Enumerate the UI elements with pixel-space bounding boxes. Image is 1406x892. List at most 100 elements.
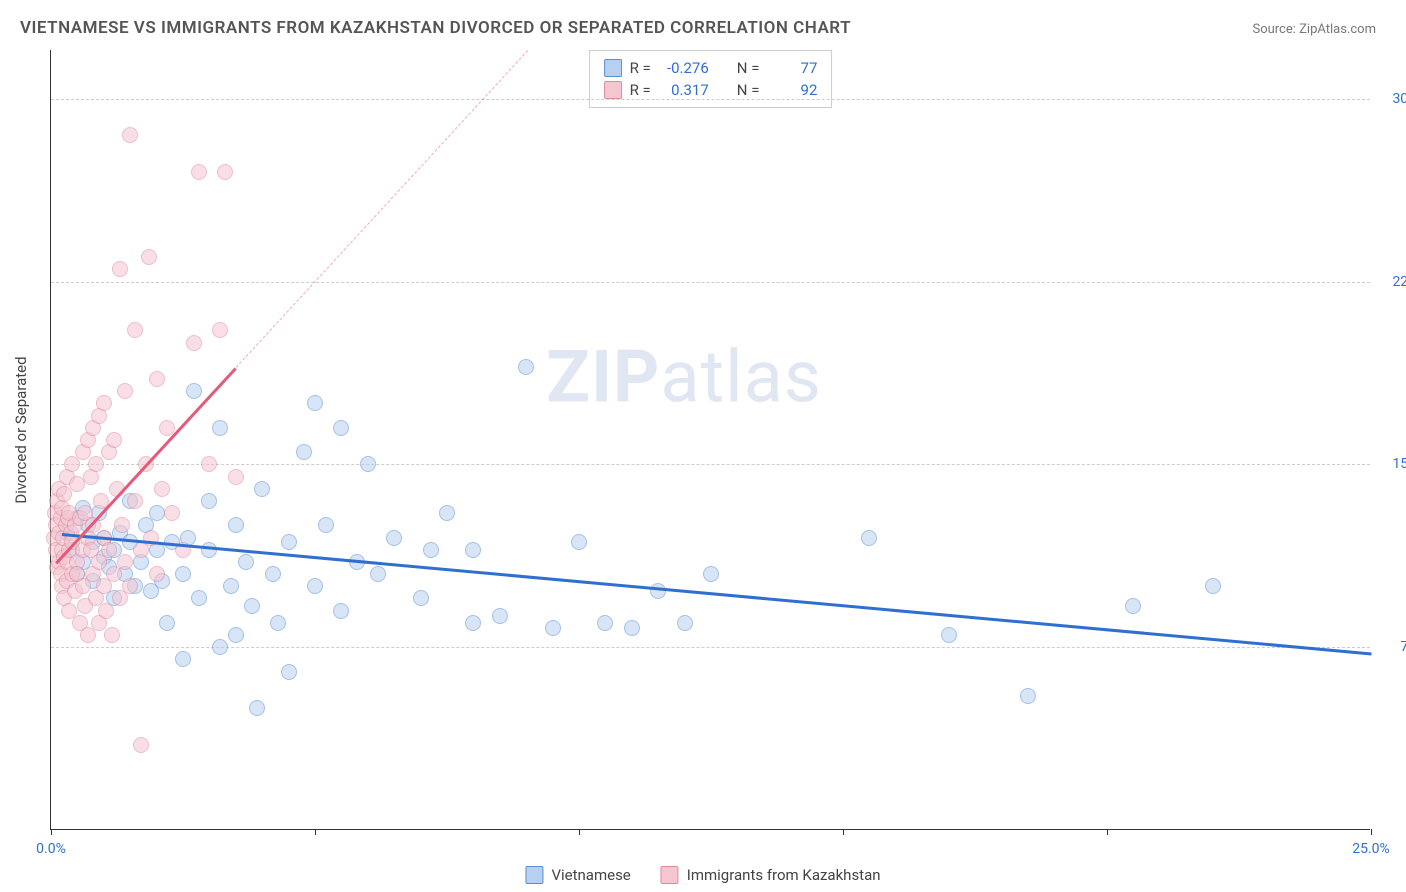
x-tick: [1107, 829, 1108, 835]
legend-item: Vietnamese: [525, 866, 630, 884]
x-tick-label: 0.0%: [36, 841, 66, 857]
stats-n-value: 92: [767, 81, 817, 99]
data-point: [122, 578, 138, 594]
data-point: [281, 534, 297, 550]
legend-swatch: [661, 866, 679, 884]
data-point: [88, 456, 104, 472]
stats-r-label: R =: [630, 81, 651, 99]
stats-n-value: 77: [767, 59, 817, 77]
stats-n-label: N =: [737, 81, 760, 99]
data-point: [254, 481, 270, 497]
stats-r-value: -0.276: [659, 59, 709, 77]
data-point: [223, 578, 239, 594]
data-point: [159, 615, 175, 631]
y-tick-label: 15.0%: [1392, 456, 1406, 472]
data-point: [545, 620, 561, 636]
stats-row: R =-0.276N =77: [604, 57, 818, 79]
x-tick-label: 25.0%: [1352, 841, 1390, 857]
data-point: [154, 481, 170, 497]
data-point: [307, 395, 323, 411]
data-point: [1125, 598, 1141, 614]
data-point: [650, 583, 666, 599]
data-point: [296, 444, 312, 460]
data-point: [360, 456, 376, 472]
watermark: ZIPatlas: [546, 335, 822, 420]
legend-item: Immigrants from Kazakhstan: [661, 866, 881, 884]
data-point: [117, 554, 133, 570]
stats-r-value: 0.317: [659, 81, 709, 99]
data-point: [318, 517, 334, 533]
data-point: [333, 603, 349, 619]
x-tick: [315, 829, 316, 835]
x-tick: [51, 829, 52, 835]
data-point: [101, 542, 117, 558]
data-point: [624, 620, 640, 636]
data-point: [465, 542, 481, 558]
data-point: [201, 456, 217, 472]
stats-r-label: R =: [630, 59, 651, 77]
data-point: [413, 590, 429, 606]
x-tick: [843, 829, 844, 835]
gridline: [51, 464, 1370, 465]
data-point: [98, 603, 114, 619]
data-point: [333, 420, 349, 436]
data-point: [127, 322, 143, 338]
data-point: [175, 566, 191, 582]
data-point: [281, 664, 297, 680]
data-point: [186, 335, 202, 351]
data-point: [114, 517, 130, 533]
legend-label: Immigrants from Kazakhstan: [687, 866, 881, 884]
data-point: [228, 517, 244, 533]
data-point: [597, 615, 613, 631]
source-label: Source: ZipAtlas.com: [1252, 22, 1376, 37]
x-tick: [1371, 829, 1372, 835]
data-point: [127, 493, 143, 509]
data-point: [861, 530, 877, 546]
data-point: [212, 322, 228, 338]
trend-line: [61, 533, 1371, 655]
legend-swatch: [525, 866, 543, 884]
plot-area: ZIPatlas R =-0.276N =77R =0.317N =92 7.5…: [50, 50, 1370, 830]
data-point: [249, 700, 265, 716]
x-tick: [579, 829, 580, 835]
data-point: [270, 615, 286, 631]
data-point: [186, 383, 202, 399]
stats-swatch: [604, 81, 622, 99]
data-point: [133, 737, 149, 753]
chart-title: VIETNAMESE VS IMMIGRANTS FROM KAZAKHSTAN…: [20, 18, 851, 38]
data-point: [518, 359, 534, 375]
data-point: [112, 261, 128, 277]
y-axis-label: Divorced or Separated: [12, 356, 30, 503]
stats-swatch: [604, 59, 622, 77]
data-point: [244, 598, 260, 614]
data-point: [492, 608, 508, 624]
data-point: [201, 542, 217, 558]
data-point: [164, 505, 180, 521]
data-point: [149, 566, 165, 582]
data-point: [307, 578, 323, 594]
legend-label: Vietnamese: [551, 866, 630, 884]
data-point: [149, 371, 165, 387]
data-point: [96, 395, 112, 411]
data-point: [703, 566, 719, 582]
data-point: [149, 505, 165, 521]
data-point: [117, 383, 133, 399]
y-tick-label: 30.0%: [1392, 91, 1406, 107]
data-point: [228, 627, 244, 643]
data-point: [238, 554, 254, 570]
gridline: [51, 647, 1370, 648]
data-point: [386, 530, 402, 546]
gridline: [51, 99, 1370, 100]
data-point: [465, 615, 481, 631]
legend: Vietnamese Immigrants from Kazakhstan: [525, 866, 880, 884]
data-point: [265, 566, 281, 582]
data-point: [677, 615, 693, 631]
data-point: [370, 566, 386, 582]
data-point: [141, 249, 157, 265]
data-point: [439, 505, 455, 521]
data-point: [1020, 688, 1036, 704]
data-point: [104, 627, 120, 643]
data-point: [212, 639, 228, 655]
data-point: [228, 469, 244, 485]
gridline: [51, 282, 1370, 283]
